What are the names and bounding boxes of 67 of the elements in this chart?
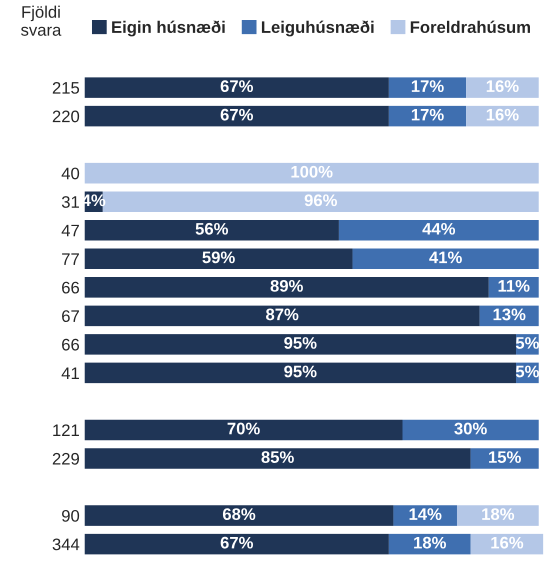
y-tick-label: 220: [52, 110, 80, 122]
bar: [84, 106, 389, 126]
bar: [388, 77, 466, 98]
data-label: 87%: [266, 308, 298, 320]
bar: [84, 534, 389, 554]
bar: [84, 334, 516, 355]
data-label: 59%: [202, 251, 235, 264]
y-tick-label: 229: [52, 452, 79, 465]
data-label: 13%: [494, 308, 526, 320]
y-tick-label: 67: [62, 310, 79, 322]
bar: [84, 420, 402, 440]
data-label: 95%: [284, 337, 317, 349]
data-label: 14%: [410, 508, 442, 520]
legend-label: Foreldrahúsum: [410, 20, 530, 34]
bar: [84, 77, 389, 98]
data-label: 17%: [412, 80, 444, 92]
data-label: 67%: [220, 108, 253, 121]
data-label: 15%: [489, 451, 521, 463]
data-label: 70%: [228, 422, 260, 434]
bar: [338, 220, 539, 241]
bar: [84, 448, 471, 469]
legend-label: Leiguhúsnæði: [262, 20, 374, 36]
data-label: 18%: [482, 508, 514, 520]
data-label: 16%: [486, 80, 519, 92]
data-label: 41%: [429, 251, 462, 264]
bar: [84, 277, 489, 298]
data-label: 5%: [516, 366, 539, 378]
data-label: 44%: [422, 222, 456, 235]
data-label: 16%: [486, 108, 519, 121]
bar: [402, 420, 539, 440]
data-label: 16%: [491, 536, 524, 549]
data-label: 11%: [498, 280, 530, 292]
y-tick-label: 344: [52, 538, 80, 550]
data-label: 67%: [220, 536, 253, 549]
data-label: 100%: [291, 166, 333, 178]
bar: [352, 248, 539, 270]
y-tick-label: 40: [62, 168, 80, 180]
data-label: 95%: [284, 366, 317, 378]
bar: [84, 505, 394, 526]
y-tick-label: 77: [62, 253, 79, 265]
y-tick-label: 66: [62, 282, 80, 294]
data-label: 96%: [304, 194, 337, 206]
data-label: 68%: [222, 508, 256, 520]
legend-label: Eigin húsnæði: [112, 20, 225, 36]
y-tick-label: 66: [62, 338, 80, 351]
data-label: 85%: [261, 451, 294, 463]
y-tick-label: 215: [52, 82, 80, 94]
bar: [84, 362, 516, 384]
bar: [470, 448, 539, 469]
data-label: 30%: [454, 422, 487, 434]
data-label: 17%: [412, 108, 444, 121]
bar: [84, 248, 353, 270]
y-tick-label: 121: [53, 424, 79, 436]
bar: [84, 220, 339, 241]
data-label: 89%: [270, 280, 303, 292]
data-label: 18%: [414, 536, 446, 549]
data-label: 67%: [220, 80, 253, 92]
y-tick-label: 41: [62, 367, 79, 379]
bar: [84, 162, 539, 184]
y-axis-title: Fjöldi svara: [21, 6, 62, 36]
data-label: 5%: [516, 337, 539, 349]
y-tick-label: 90: [62, 510, 80, 522]
y-tick-label: 31: [62, 196, 79, 208]
bar: [388, 106, 466, 126]
data-label: 56%: [196, 222, 228, 235]
bar: [84, 306, 480, 326]
y-tick-label: 47: [62, 224, 79, 236]
